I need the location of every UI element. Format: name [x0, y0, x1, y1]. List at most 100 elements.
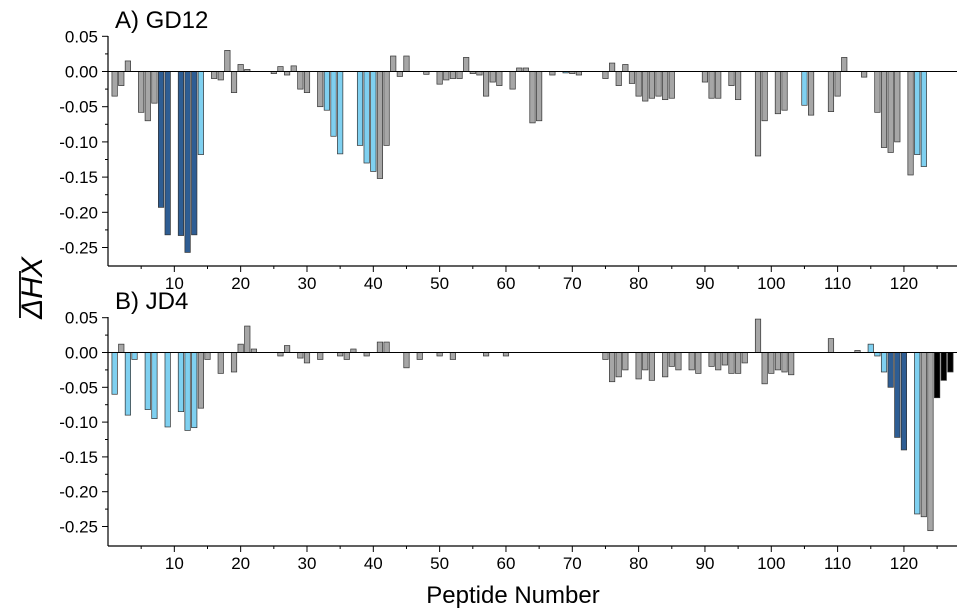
bar	[900, 352, 907, 451]
bar	[118, 71, 125, 86]
bar	[934, 352, 941, 399]
bar	[118, 343, 125, 353]
bar	[662, 71, 669, 101]
bar	[874, 71, 881, 113]
x-tick-label: 40	[364, 274, 383, 293]
bar	[887, 352, 894, 388]
bar	[297, 71, 304, 90]
bar	[164, 352, 171, 428]
bar	[184, 352, 191, 431]
bar	[350, 348, 357, 353]
bar	[111, 71, 118, 97]
bar	[343, 352, 350, 360]
bar	[476, 71, 483, 76]
bar	[615, 71, 622, 86]
bar	[230, 71, 238, 93]
bar	[781, 352, 788, 373]
x-tick-label: 80	[629, 554, 648, 573]
bar	[914, 71, 921, 155]
bar	[861, 71, 868, 78]
bar	[522, 67, 529, 72]
bar	[489, 71, 496, 83]
bar	[383, 71, 390, 146]
bar	[609, 62, 616, 72]
bar	[496, 71, 503, 86]
bar	[768, 352, 775, 374]
y-tick-label: -0.20	[59, 483, 98, 502]
bar	[184, 71, 191, 253]
bar	[197, 352, 204, 409]
x-tick-label: 120	[890, 554, 918, 573]
y-tick-label: -0.05	[59, 378, 98, 397]
x-tick-label: 10	[165, 274, 184, 293]
bar	[708, 71, 715, 99]
bar	[277, 352, 284, 357]
bar	[741, 352, 748, 364]
bar	[376, 71, 384, 179]
bar	[615, 352, 622, 378]
bar	[827, 338, 835, 353]
x-tick-label: 100	[757, 274, 785, 293]
bar	[356, 71, 364, 146]
bar	[761, 71, 768, 122]
bar	[841, 57, 848, 72]
x-tick-label: 30	[298, 554, 317, 573]
bar	[509, 71, 516, 90]
bar	[801, 71, 808, 106]
bar	[880, 71, 888, 148]
bar	[642, 352, 649, 371]
bar	[721, 352, 728, 366]
bar	[436, 71, 443, 85]
bar	[277, 66, 284, 72]
x-tick-label: 50	[430, 554, 449, 573]
bar	[827, 71, 835, 112]
bar	[609, 352, 616, 383]
bar	[940, 352, 947, 381]
bar	[894, 352, 901, 438]
bar	[715, 71, 722, 99]
x-axis-label: Peptide Number	[426, 582, 599, 609]
bar	[443, 71, 450, 81]
y-tick-label: -0.10	[59, 413, 98, 432]
x-tick-label: 110	[824, 274, 851, 293]
bar	[834, 71, 841, 97]
bar	[914, 352, 921, 515]
bar	[151, 71, 158, 104]
bar	[867, 343, 874, 353]
bar	[642, 71, 649, 102]
bar	[303, 352, 311, 364]
bar	[549, 71, 556, 76]
bar	[735, 71, 742, 101]
bar	[622, 352, 629, 371]
bar	[416, 352, 423, 360]
bar	[927, 352, 934, 532]
x-tick-label: 70	[563, 274, 582, 293]
bar	[449, 71, 456, 79]
bar	[761, 352, 768, 385]
bar	[502, 352, 510, 357]
bar	[158, 71, 165, 208]
bar	[164, 71, 171, 236]
bar	[237, 343, 244, 353]
y-tick-label: 0.05	[65, 309, 98, 328]
bar	[648, 352, 655, 381]
bar	[224, 50, 231, 72]
bar	[370, 71, 377, 172]
bar	[628, 71, 636, 84]
bar	[284, 345, 291, 353]
bar	[363, 352, 370, 357]
x-tick-label: 30	[298, 274, 317, 293]
bar	[774, 71, 781, 115]
bar	[483, 71, 490, 97]
bar	[907, 71, 914, 176]
bar	[217, 71, 224, 81]
bar	[708, 352, 715, 367]
bar	[449, 352, 456, 360]
bar	[290, 65, 297, 72]
y-tick-label: 0.05	[65, 27, 98, 46]
bar	[383, 341, 390, 353]
bar	[774, 352, 781, 371]
bar	[701, 71, 709, 83]
bar	[516, 67, 523, 72]
